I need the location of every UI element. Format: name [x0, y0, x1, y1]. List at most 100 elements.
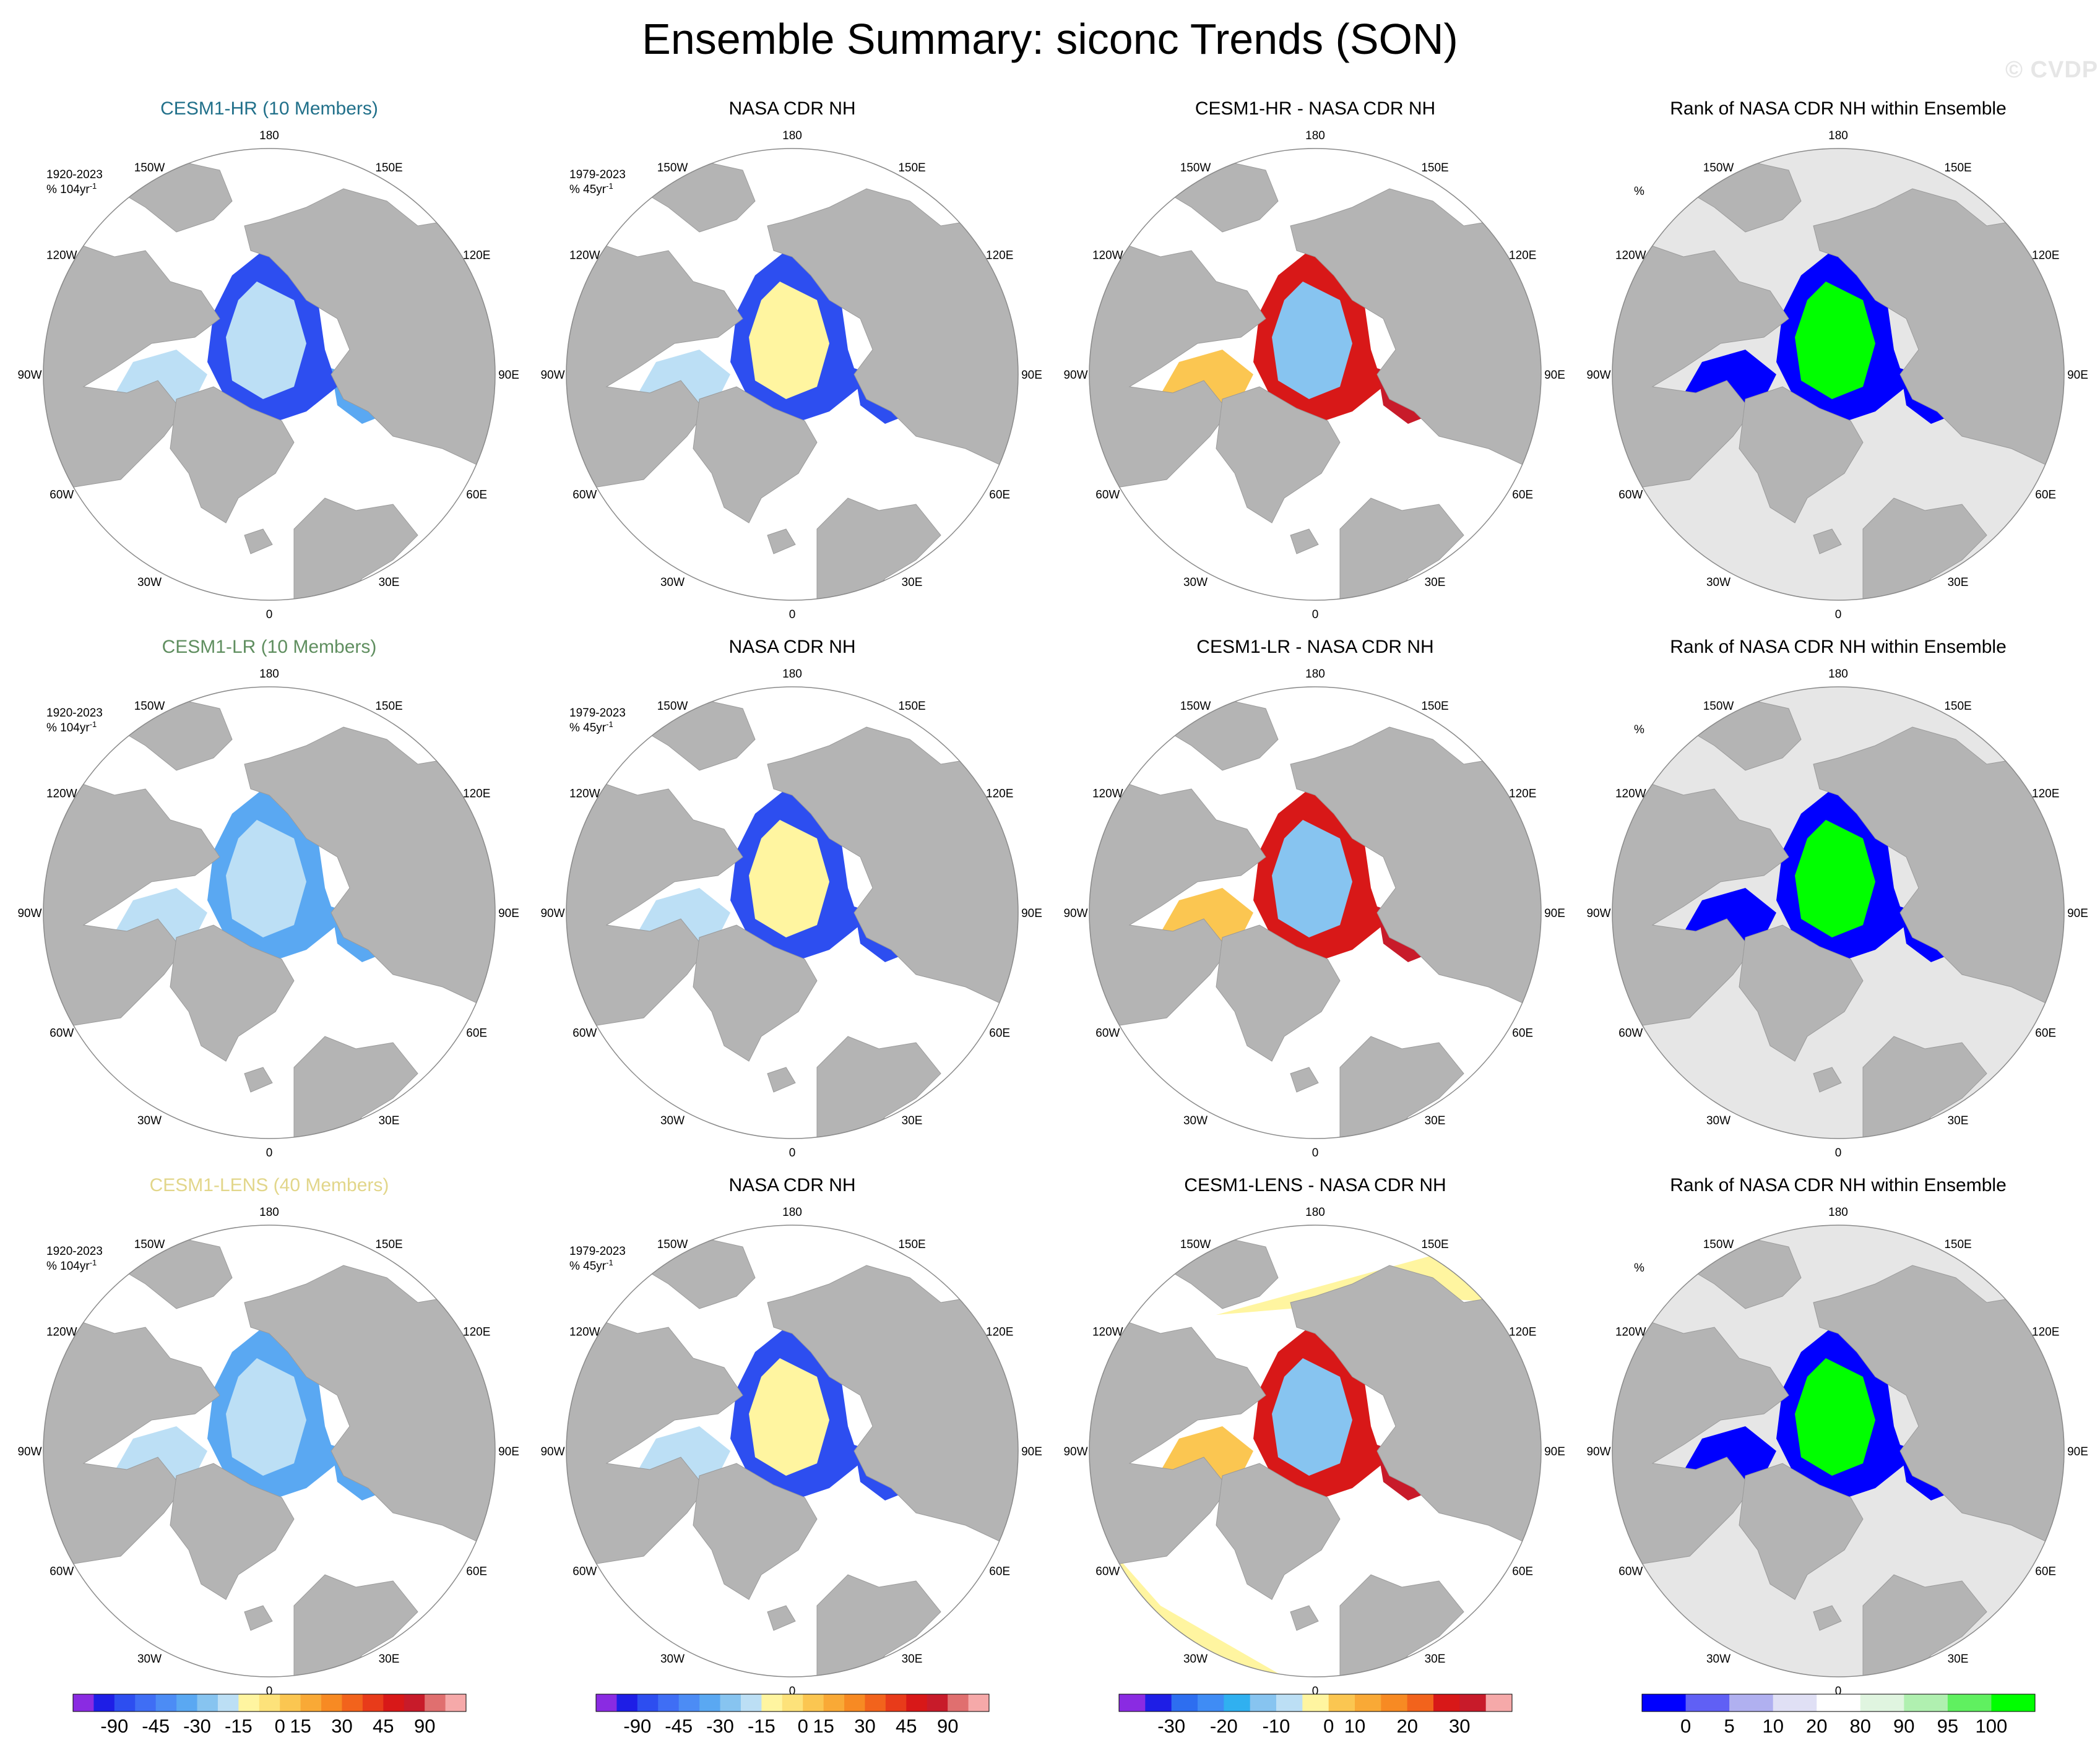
longitude-label: 150E: [375, 700, 402, 713]
longitude-label: 180: [1828, 129, 1848, 142]
longitude-label: 150W: [1180, 1238, 1211, 1251]
longitude-label: 60E: [1512, 489, 1533, 502]
colorbar-swatch: [1947, 1694, 1992, 1711]
land-mass: [693, 1463, 818, 1600]
colorbar-swatch: [658, 1694, 680, 1711]
longitude-label: 180: [259, 1206, 279, 1219]
colorbar-swatch: [342, 1694, 363, 1711]
colorbar-tick-label: -20: [1210, 1715, 1238, 1737]
land-mass: [1739, 924, 1864, 1062]
longitude-label: 120E: [1509, 249, 1536, 262]
longitude-label: 150W: [1180, 161, 1211, 174]
rank-field: [1795, 1358, 1875, 1476]
colorbar-tick-label: 20: [1396, 1715, 1417, 1737]
panel-title: CESM1-LENS - NASA CDR NH: [1184, 1175, 1446, 1195]
longitude-label: 180: [1305, 668, 1325, 681]
sea-ice-field: [749, 820, 829, 937]
map-border: [1612, 1225, 2065, 1677]
land-mass: [1612, 1308, 1789, 1569]
colorbar-tick-label: 95: [1937, 1715, 1958, 1737]
colorbar-swatch: [1485, 1694, 1513, 1711]
map-content: [566, 157, 1018, 600]
land-mass: [43, 1308, 220, 1569]
colorbar-1: -90 -45 -30 -15 0 15 30 45 90: [72, 1694, 467, 1737]
longitude-label: 30E: [379, 576, 400, 589]
units-label: % 45yr-1: [569, 181, 613, 197]
colorbar-swatch: [1642, 1694, 1687, 1711]
longitude-labels: 180 150E 120E 90E 60E 30E 0 30W 60W 90W 120W 150W: [540, 668, 1042, 1160]
longitude-label: 150W: [134, 700, 165, 713]
longitude-label: 0: [266, 1685, 273, 1698]
colorbar-tick-label: 30: [854, 1715, 875, 1737]
land-mass: [767, 726, 1018, 1012]
longitude-label: 90W: [1586, 1445, 1610, 1458]
longitude-label: 0: [789, 1147, 796, 1160]
colorbar-swatch: [1817, 1694, 1861, 1711]
longitude-label: 60E: [989, 1027, 1010, 1040]
longitude-label: 150E: [1944, 1238, 1971, 1251]
sea-ice-field: [226, 282, 306, 399]
colorbar-frame: [72, 1694, 467, 1712]
colorbar-tick-label: 20: [1806, 1715, 1827, 1737]
land-mass: [693, 924, 818, 1062]
longitude-labels: 180 150E 120E 90E 60E 30E 0 30W 60W 90W 120W 150W: [540, 129, 1042, 621]
longitude-label: 150E: [1944, 700, 1971, 713]
colorbar-swatch: [1407, 1694, 1434, 1711]
longitude-label: 150W: [657, 700, 688, 713]
land-mass: [767, 528, 796, 554]
longitude-label: 30W: [1183, 1653, 1208, 1666]
colorbar-tick-label: 90: [1893, 1715, 1914, 1737]
longitude-label: 90W: [1063, 1445, 1087, 1458]
land-mass: [1290, 1265, 1541, 1551]
longitude-label: 180: [782, 129, 802, 142]
colorbar-swatch: [259, 1694, 280, 1711]
map-border: [43, 1225, 496, 1677]
longitude-label: 120E: [1509, 788, 1536, 801]
land-mass: [1739, 1463, 1864, 1600]
longitude-label: 60W: [573, 1565, 597, 1578]
figure-title: Ensemble Summary: siconc Trends (SON): [642, 15, 1458, 63]
longitude-label: 30E: [1425, 576, 1446, 589]
longitude-label: 90E: [498, 369, 519, 382]
longitude-label: 60W: [50, 489, 74, 502]
colorbar-swatch: [1904, 1694, 1948, 1711]
longitude-label: 0: [266, 608, 273, 621]
colorbar-swatch: [1250, 1694, 1277, 1711]
land-mass: [1862, 1574, 1987, 1677]
panel-title: Rank of NASA CDR NH within Ensemble: [1670, 1175, 2007, 1195]
colorbar-swatch: [865, 1694, 886, 1711]
longitude-label: 90E: [1021, 1445, 1042, 1458]
colorbar-swatch: [425, 1694, 446, 1711]
colorbar-swatch: [1433, 1694, 1460, 1711]
longitude-label: 60E: [2035, 1027, 2056, 1040]
land-mass: [767, 188, 1018, 474]
longitude-label: 150E: [375, 161, 402, 174]
units-label: % 45yr-1: [569, 720, 613, 735]
land-mass: [293, 1574, 418, 1677]
colorbar-swatch: [637, 1694, 659, 1711]
longitude-label: 120E: [2032, 788, 2059, 801]
longitude-label: 120W: [46, 1326, 77, 1339]
land-mass: [767, 1067, 796, 1093]
panel-title: CESM1-LR - NASA CDR NH: [1196, 637, 1433, 657]
land-mass: [1089, 231, 1266, 493]
colorbar-swatch: [362, 1694, 384, 1711]
land-mass: [43, 770, 220, 1031]
longitude-label: 60W: [1618, 1565, 1643, 1578]
longitude-label: 90W: [1063, 907, 1087, 920]
panel-annotation: %: [1634, 723, 1644, 736]
longitude-label: 150W: [134, 1238, 165, 1251]
longitude-label: 30W: [137, 576, 162, 589]
land-mass: [1612, 770, 1789, 1031]
longitude-label: 150E: [1421, 1238, 1448, 1251]
longitude-label: 30E: [1425, 1114, 1446, 1127]
longitude-label: 150E: [898, 161, 925, 174]
colorbar-swatch: [740, 1694, 762, 1711]
panel-title: CESM1-LENS (40 Members): [150, 1175, 389, 1195]
land-mass: [1813, 1265, 2064, 1551]
map-content: [43, 1234, 495, 1677]
longitude-label: 90W: [540, 1445, 564, 1458]
longitude-label: 90W: [1586, 907, 1610, 920]
map-content: [1089, 695, 1541, 1139]
